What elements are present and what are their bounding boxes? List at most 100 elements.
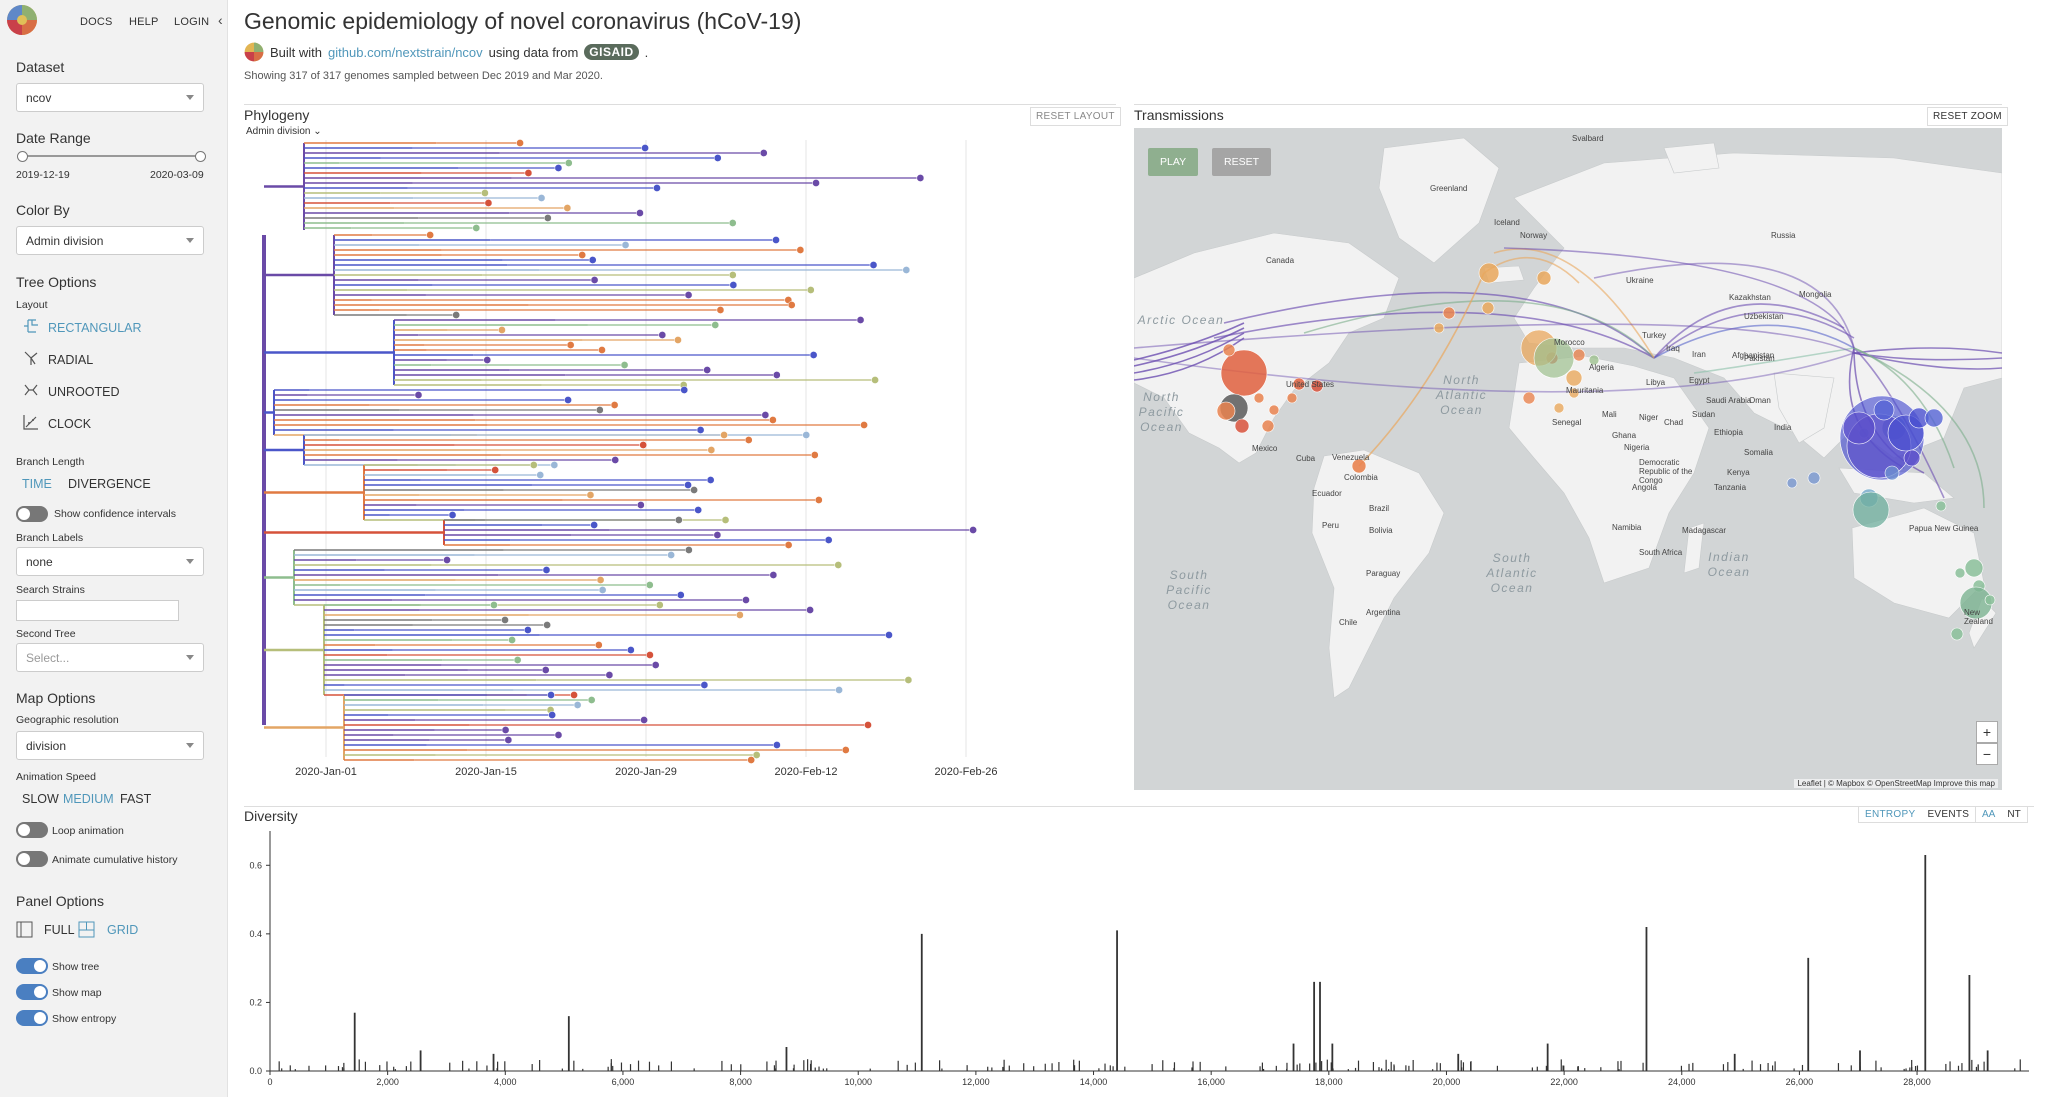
- tree-tip[interactable]: [620, 361, 629, 369]
- tree-tip[interactable]: [543, 214, 552, 222]
- events-option[interactable]: EVENTS: [1927, 809, 1970, 820]
- tree-tip[interactable]: [596, 576, 605, 584]
- tree-tip[interactable]: [728, 271, 737, 279]
- aa-option[interactable]: AA: [1982, 809, 1996, 820]
- tree-tip[interactable]: [588, 256, 597, 264]
- tree-tip[interactable]: [716, 306, 725, 314]
- tree-tip[interactable]: [595, 406, 604, 414]
- tree-tip[interactable]: [513, 656, 522, 664]
- tree-tip[interactable]: [554, 164, 563, 172]
- tree-tip[interactable]: [916, 174, 925, 182]
- tree-tip[interactable]: [641, 144, 649, 152]
- tree-tip[interactable]: [636, 209, 644, 217]
- tree-tip[interactable]: [536, 471, 545, 479]
- tree-tip[interactable]: [787, 301, 796, 309]
- tree-tip[interactable]: [706, 476, 715, 484]
- layout-rectangular-option[interactable]: RECTANGULAR: [48, 321, 142, 335]
- tree-tip[interactable]: [543, 621, 551, 629]
- tree-tip[interactable]: [759, 149, 768, 157]
- tree-tip[interactable]: [636, 501, 645, 509]
- tree-tip[interactable]: [627, 646, 635, 654]
- tree-tip[interactable]: [713, 154, 722, 162]
- nextstrain-logo[interactable]: [6, 4, 38, 36]
- tree-tip[interactable]: [810, 451, 819, 459]
- tree-tip[interactable]: [769, 571, 778, 579]
- map-attribution[interactable]: Leaflet | © Mapbox © OpenStreetMap Impro…: [1794, 779, 1998, 788]
- gisaid-logo[interactable]: GISAID: [584, 44, 639, 60]
- tree-tip[interactable]: [684, 481, 692, 489]
- tree-tip[interactable]: [769, 416, 777, 424]
- tree-tip[interactable]: [685, 546, 693, 554]
- tree-tip[interactable]: [573, 701, 582, 709]
- tree-tip[interactable]: [594, 641, 603, 649]
- tree-tip[interactable]: [566, 341, 575, 349]
- show-tree-toggle[interactable]: [16, 958, 48, 974]
- layout-radial-option[interactable]: RADIAL: [48, 353, 94, 367]
- tree-tip[interactable]: [684, 291, 693, 299]
- tree-tip[interactable]: [696, 426, 705, 434]
- tree-tip[interactable]: [904, 676, 913, 684]
- tree-tip[interactable]: [653, 184, 661, 192]
- branch-length-divergence-option[interactable]: DIVERGENCE: [68, 477, 151, 491]
- tree-tip[interactable]: [516, 139, 524, 147]
- tree-tip[interactable]: [578, 251, 587, 259]
- diversity-entropy-chart[interactable]: 0.0 0.2 0.4 0.6 0 2,000 4,000 6,000 8,000 10,000 1…: [244, 826, 2034, 1088]
- tree-tip[interactable]: [605, 671, 614, 679]
- tree-tip[interactable]: [814, 496, 823, 504]
- map-reset-button[interactable]: RESET: [1212, 148, 1272, 176]
- panel-full-option[interactable]: FULL: [44, 923, 75, 937]
- tree-tip[interactable]: [902, 266, 911, 274]
- tree-tip[interactable]: [524, 626, 532, 634]
- tree-tip[interactable]: [809, 351, 818, 359]
- tree-tip[interactable]: [564, 159, 573, 167]
- branch-length-time-option[interactable]: TIME: [22, 477, 52, 491]
- panel-grid-option[interactable]: GRID: [107, 923, 139, 937]
- tree-tip[interactable]: [537, 194, 546, 202]
- play-button[interactable]: PLAY: [1148, 148, 1199, 176]
- branch-labels-select[interactable]: none: [16, 547, 204, 576]
- tree-tip[interactable]: [529, 461, 538, 469]
- zoom-in-button[interactable]: +: [1976, 721, 1998, 743]
- tree-tip[interactable]: [621, 241, 630, 249]
- tree-tip[interactable]: [744, 436, 753, 444]
- tree-tip[interactable]: [481, 189, 489, 197]
- tree-tip[interactable]: [711, 321, 720, 329]
- tree-tip[interactable]: [645, 581, 654, 589]
- second-tree-select[interactable]: Select...: [16, 643, 204, 672]
- tree-tip[interactable]: [598, 346, 606, 354]
- tree-tip[interactable]: [841, 746, 850, 754]
- reset-layout-button[interactable]: RESET LAYOUT: [1030, 107, 1121, 126]
- dataset-select[interactable]: ncov: [16, 83, 204, 112]
- tree-tip[interactable]: [674, 336, 682, 344]
- tree-tip[interactable]: [812, 179, 820, 187]
- layout-unrooted-option[interactable]: UNROOTED: [48, 385, 120, 399]
- tree-tip[interactable]: [501, 616, 509, 624]
- show-map-toggle[interactable]: [16, 984, 48, 1000]
- tree-color-by-dropdown[interactable]: Admin division ⌄: [246, 126, 322, 137]
- show-entropy-toggle[interactable]: [16, 1010, 48, 1026]
- reset-zoom-button[interactable]: RESET ZOOM: [1927, 107, 2008, 126]
- tree-tip[interactable]: [761, 411, 770, 419]
- tree-tip[interactable]: [700, 681, 709, 689]
- tree-tip[interactable]: [590, 276, 599, 284]
- tree-tip[interactable]: [570, 691, 578, 699]
- tree-tip[interactable]: [586, 491, 595, 499]
- tree-tip[interactable]: [834, 561, 843, 569]
- tree-tip[interactable]: [860, 421, 868, 429]
- tree-tip[interactable]: [501, 726, 510, 734]
- collapse-sidebar-chevron-icon[interactable]: ‹: [218, 12, 223, 28]
- docs-link[interactable]: DOCS: [80, 16, 113, 28]
- tree-tip[interactable]: [452, 311, 461, 319]
- tree-tip[interactable]: [639, 441, 648, 449]
- tree-tip[interactable]: [802, 431, 811, 439]
- tree-tip[interactable]: [484, 199, 493, 207]
- tree-tip[interactable]: [703, 366, 712, 374]
- tree-tip[interactable]: [414, 391, 423, 399]
- tree-tip[interactable]: [736, 611, 744, 619]
- tree-tip[interactable]: [651, 661, 660, 669]
- tree-tip[interactable]: [587, 696, 596, 704]
- date-range-end-handle[interactable]: [195, 151, 206, 162]
- tree-tip[interactable]: [835, 686, 843, 694]
- tree-tip[interactable]: [472, 224, 481, 232]
- tree-tip[interactable]: [640, 716, 648, 724]
